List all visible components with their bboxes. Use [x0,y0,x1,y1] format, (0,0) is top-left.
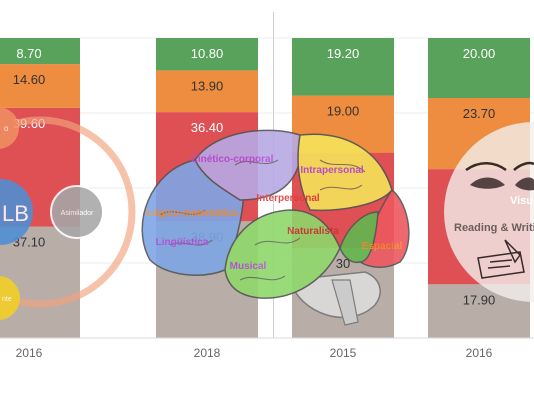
vak-overlay: Visu Reading & Writin [444,122,534,302]
brain-labels: Cinético-corporal Intrapersonal Interperso… [146,154,402,272]
vak-circle [444,122,534,302]
kolb-node-bottom [0,276,20,320]
brain-gyri [159,159,366,281]
brain-label-1: Intrapersonal [300,165,364,176]
kolb-node-right [50,185,104,239]
x-tick-label-3: 2016 [466,346,493,360]
kolb-center [0,179,33,245]
kolb-ring [0,116,136,308]
kolb-center-label: LB [2,201,29,226]
data-label-0-3: 8.70 [16,46,41,61]
data-label-3-0: 17.90 [463,292,496,307]
data-label-1-3: 10.80 [191,46,224,61]
brain-illustration: Cinético-corporal Intrapersonal Interperso… [141,129,410,326]
kolb-node-bottom-label: nte [2,296,12,303]
data-label-3-3: 20.00 [463,46,496,61]
brain-stem [331,279,359,326]
brain-label-2: Interpersonal [256,193,320,204]
x-tick-label-2: 2015 [330,346,357,360]
bar-segment-1-3 [156,38,258,71]
kolb-cycle-overlay: o LB Asimilador nte [0,107,136,320]
data-label-1-1: 36.40 [191,120,224,135]
vak-reading-label: Reading & Writin [454,222,534,234]
x-tick-label-1: 2018 [194,346,221,360]
bar-segment-3-3 [428,38,530,98]
brain-label-3: Lógico-matemática [146,208,238,219]
brain-lobe-lower [339,211,379,264]
brain-label-0: Cinético-corporal [191,154,274,165]
bar-segment-0-3 [0,38,80,65]
bar-segment-1-2 [156,70,258,113]
x-tick-label-0: 2016 [16,346,43,360]
data-label-0-2: 14.60 [13,72,46,87]
data-label-3-2: 23.70 [463,106,496,121]
eyebrows-icon [465,161,534,172]
bar-segment-0-2 [0,64,80,108]
kolb-node-top [0,107,19,149]
data-label-2-3: 19.20 [327,46,360,61]
data-label-2-0: 30 [336,256,350,271]
brain-cerebellum [289,271,381,319]
brain-label-4: Naturalista [287,226,339,237]
writing-hand-icon [477,239,525,279]
kolb-node-right-label: Asimilador [61,210,94,217]
data-label-0-0: 37.10 [13,235,46,250]
kolb-node-top-label: o [4,124,9,133]
data-label-2-2: 19.00 [327,104,360,119]
brain-label-6: Espacial [362,241,403,252]
eyes-icon [470,177,534,191]
brain-label-7: Musical [230,261,267,272]
x-axis-ticks: 2016 2018 2015 2016 [16,346,493,360]
data-label-1-2: 13.90 [191,78,224,93]
vak-visual-label: Visu [510,195,533,207]
brain-label-5: Lingüística [156,237,209,248]
brain-lobe-occipital [297,133,393,212]
bar-segment-2-3 [292,38,394,96]
